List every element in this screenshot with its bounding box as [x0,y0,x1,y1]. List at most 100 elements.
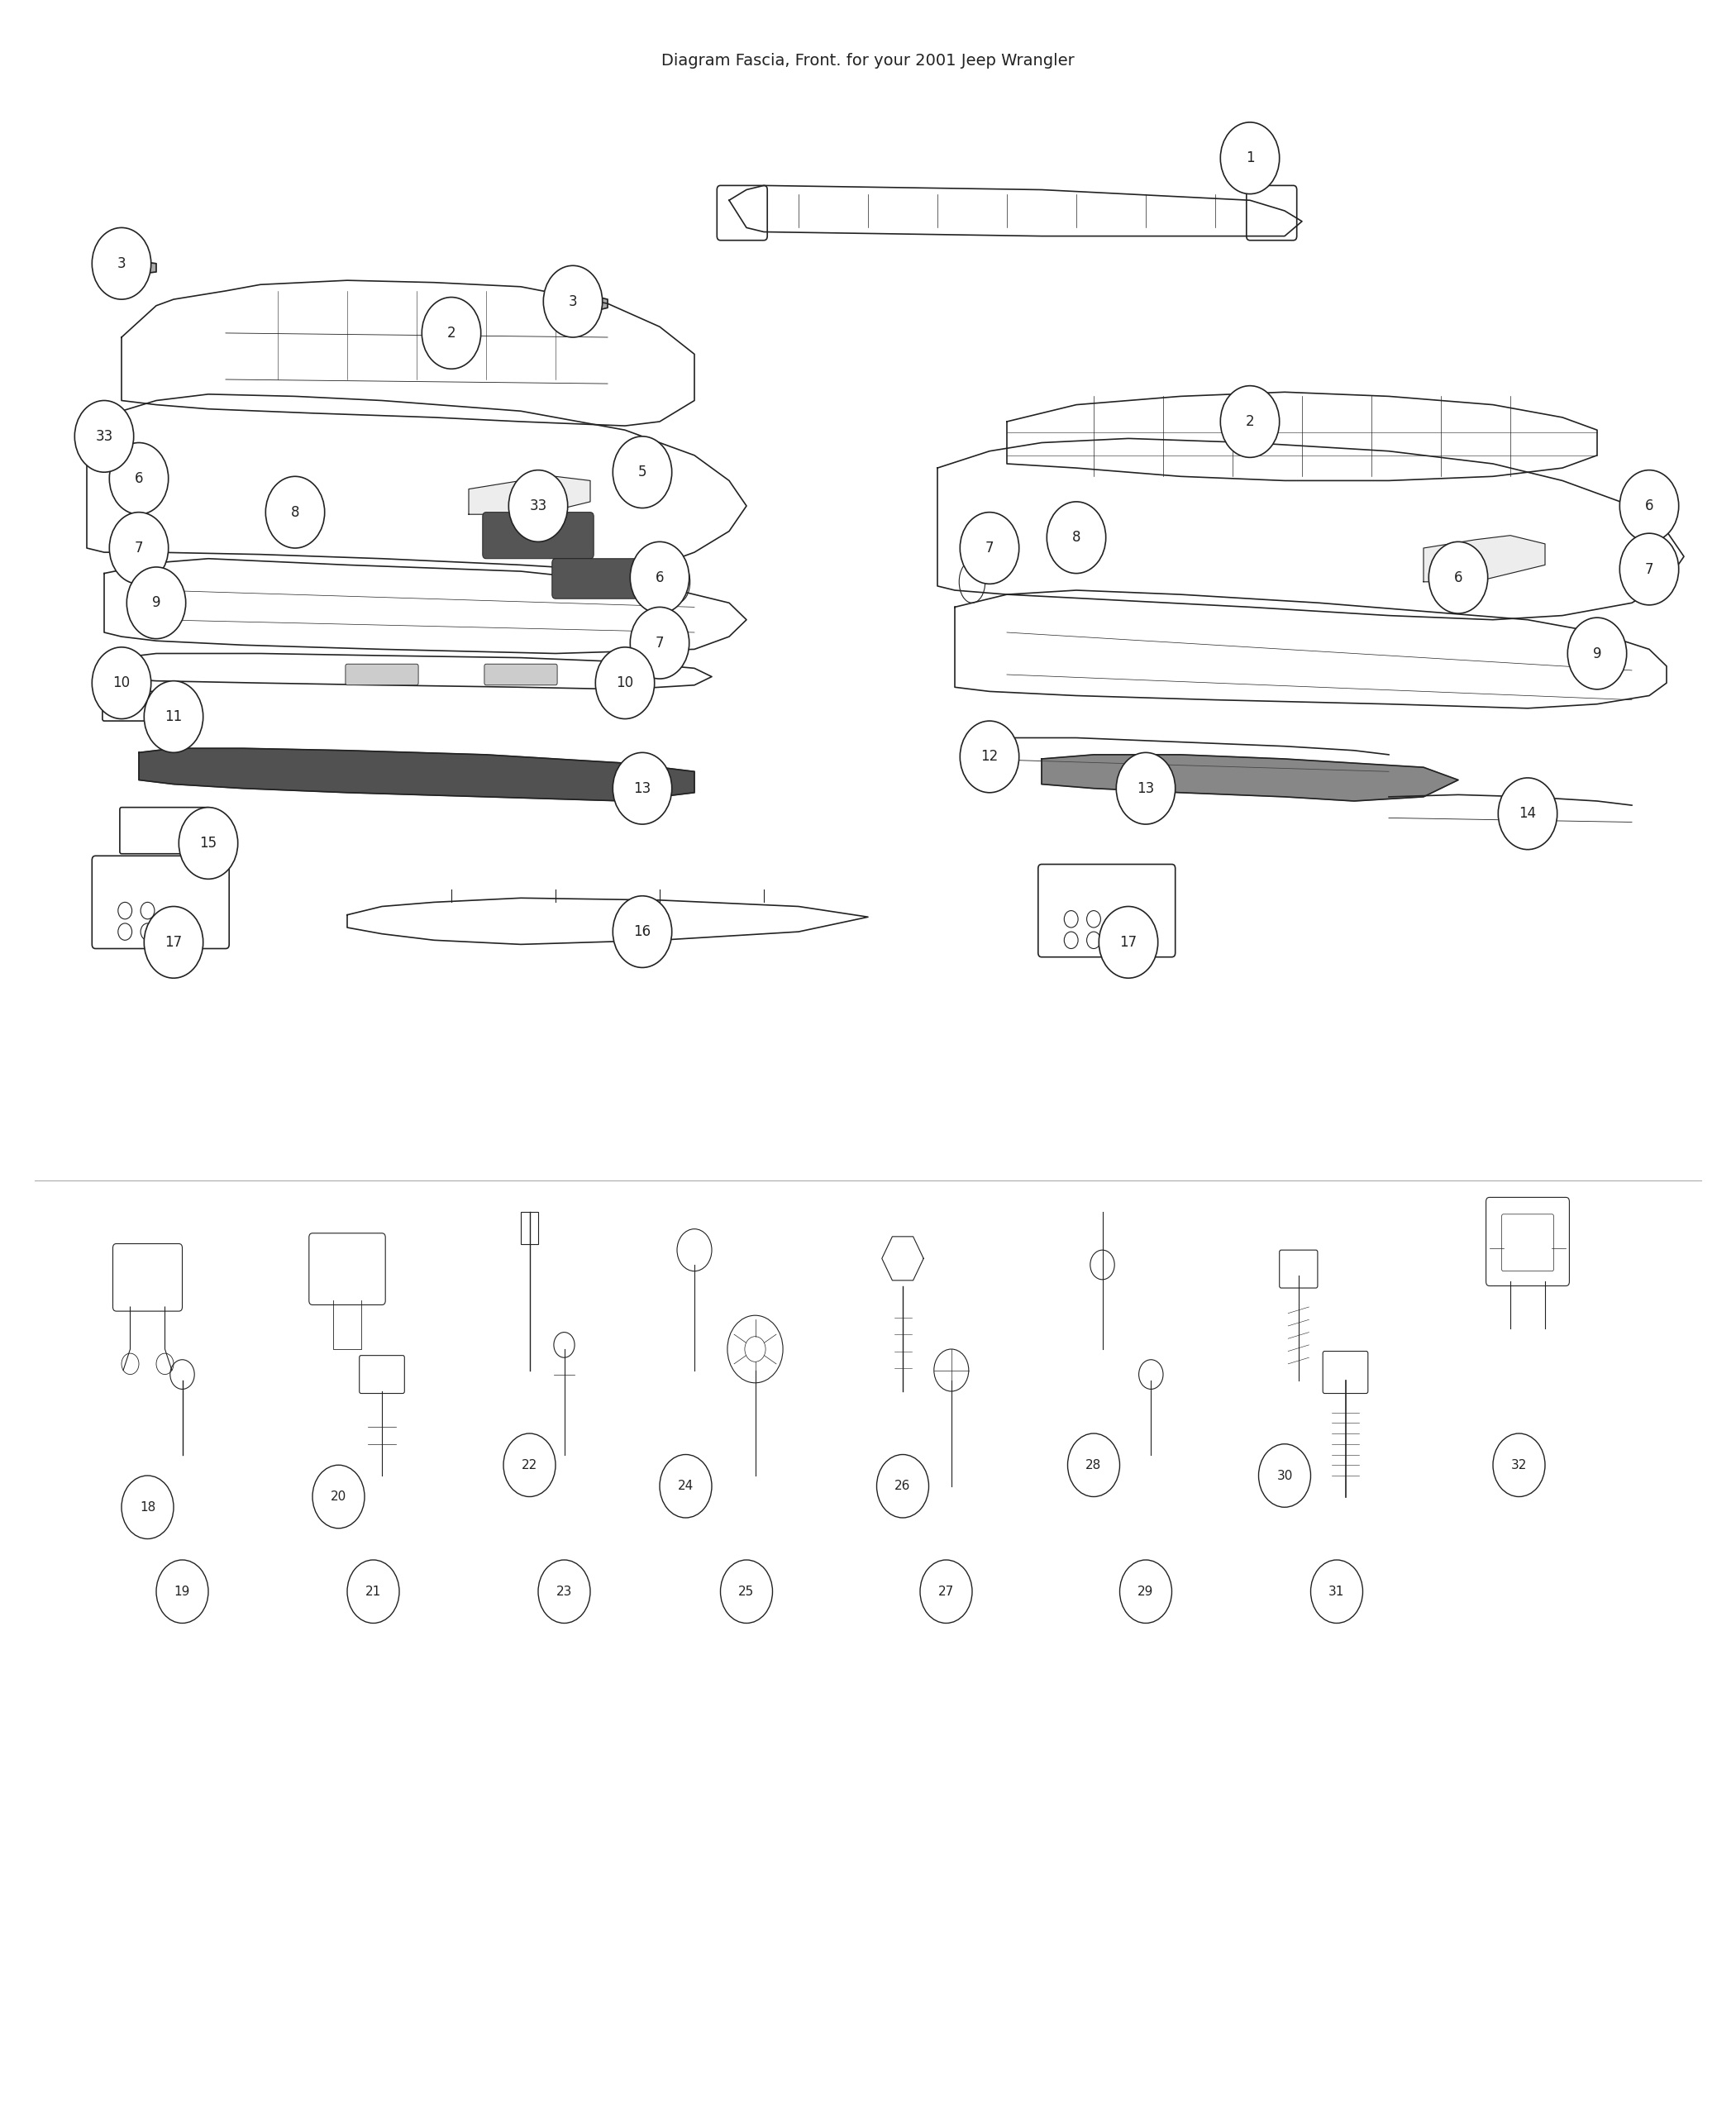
Polygon shape [573,295,608,312]
Circle shape [144,906,203,978]
Polygon shape [469,476,590,514]
Circle shape [613,896,672,968]
Circle shape [92,647,151,719]
Circle shape [179,807,238,879]
Text: 6: 6 [656,569,663,586]
Text: 17: 17 [165,934,182,951]
Text: 12: 12 [981,748,998,765]
Text: 19: 19 [174,1585,191,1598]
Text: 1: 1 [1245,150,1255,167]
Text: 23: 23 [556,1585,573,1598]
Text: 7: 7 [986,540,993,557]
Text: 6: 6 [1646,497,1653,514]
Text: 9: 9 [153,594,160,611]
Circle shape [613,436,672,508]
Circle shape [1099,906,1158,978]
Circle shape [1568,618,1627,689]
Text: 6: 6 [1455,569,1462,586]
Text: 21: 21 [365,1585,382,1598]
Polygon shape [1424,535,1545,582]
Circle shape [1047,502,1106,573]
Text: 29: 29 [1137,1585,1154,1598]
Text: 32: 32 [1510,1459,1528,1471]
Circle shape [1120,1560,1172,1623]
Circle shape [613,753,672,824]
FancyBboxPatch shape [483,512,594,559]
Text: 7: 7 [656,635,663,651]
Circle shape [156,1560,208,1623]
FancyBboxPatch shape [484,664,557,685]
Polygon shape [122,261,156,274]
Circle shape [109,512,168,584]
Circle shape [660,1455,712,1518]
Circle shape [595,647,654,719]
Circle shape [1220,386,1279,457]
Text: 17: 17 [1120,934,1137,951]
Text: 24: 24 [677,1480,694,1492]
Circle shape [1620,470,1679,542]
Circle shape [1116,753,1175,824]
Text: 11: 11 [165,708,182,725]
Circle shape [877,1455,929,1518]
Polygon shape [1042,755,1458,801]
Text: 7: 7 [135,540,142,557]
Circle shape [920,1560,972,1623]
Circle shape [1068,1433,1120,1497]
Polygon shape [139,748,694,801]
Text: 3: 3 [568,293,578,310]
FancyBboxPatch shape [510,495,549,525]
Text: 10: 10 [616,675,634,691]
Circle shape [1220,122,1279,194]
Circle shape [109,443,168,514]
Text: 22: 22 [521,1459,538,1471]
Text: 3: 3 [116,255,127,272]
Circle shape [509,470,568,542]
FancyBboxPatch shape [94,424,123,453]
Text: 31: 31 [1328,1585,1345,1598]
Circle shape [1620,533,1679,605]
Text: 30: 30 [1276,1469,1293,1482]
Circle shape [960,721,1019,793]
Text: 2: 2 [446,325,457,341]
Circle shape [543,266,602,337]
FancyBboxPatch shape [552,559,646,599]
FancyBboxPatch shape [345,664,418,685]
Text: 13: 13 [634,780,651,797]
Circle shape [122,1476,174,1539]
Circle shape [347,1560,399,1623]
Text: 16: 16 [634,923,651,940]
Circle shape [1493,1433,1545,1497]
Circle shape [1259,1444,1311,1507]
Text: 2: 2 [1245,413,1255,430]
Circle shape [75,401,134,472]
Text: 25: 25 [738,1585,755,1598]
Circle shape [538,1560,590,1623]
Circle shape [1311,1560,1363,1623]
Text: Diagram Fascia, Front. for your 2001 Jeep Wrangler: Diagram Fascia, Front. for your 2001 Jee… [661,53,1075,67]
Text: 27: 27 [937,1585,955,1598]
Circle shape [422,297,481,369]
Circle shape [960,512,1019,584]
Text: 5: 5 [639,464,646,481]
Text: 20: 20 [330,1490,347,1503]
Text: 7: 7 [1646,561,1653,578]
Text: 33: 33 [95,428,113,445]
Text: 26: 26 [894,1480,911,1492]
Circle shape [312,1465,365,1528]
Text: 9: 9 [1594,645,1601,662]
Text: 10: 10 [113,675,130,691]
Text: 6: 6 [135,470,142,487]
Circle shape [630,607,689,679]
Circle shape [127,567,186,639]
Circle shape [1498,778,1557,850]
Text: 18: 18 [139,1501,156,1514]
Text: 28: 28 [1085,1459,1102,1471]
Circle shape [92,228,151,299]
Text: 8: 8 [292,504,299,521]
Circle shape [720,1560,773,1623]
Circle shape [503,1433,556,1497]
Circle shape [630,542,689,613]
Circle shape [1429,542,1488,613]
Text: 8: 8 [1073,529,1080,546]
Circle shape [266,476,325,548]
